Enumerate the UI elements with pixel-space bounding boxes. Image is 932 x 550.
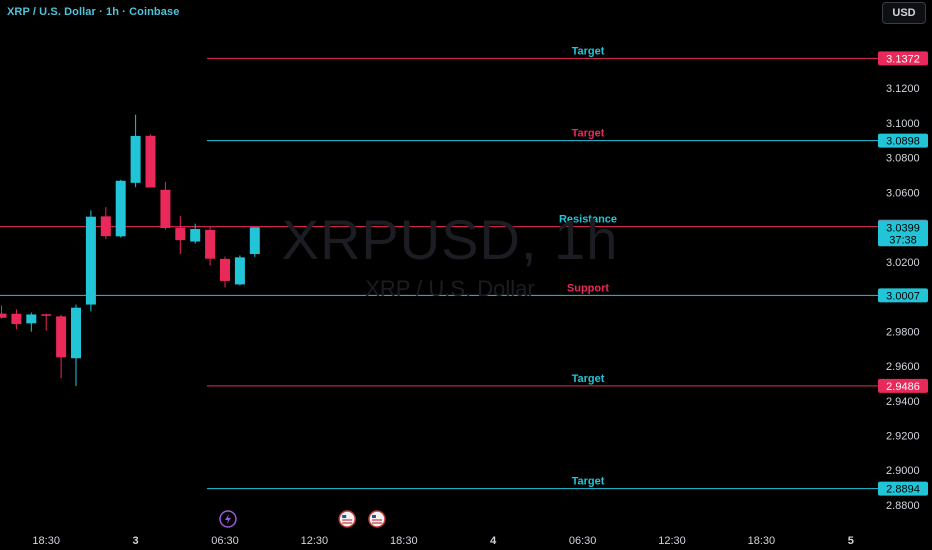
y-tick-label: 2.8800 <box>886 500 920 512</box>
price-badge <box>878 133 928 148</box>
price-badge <box>878 378 928 393</box>
x-tick-label: 18:30 <box>748 535 776 547</box>
x-tick-label: 18:30 <box>32 535 60 547</box>
candle-body[interactable] <box>234 257 245 285</box>
us-flag-icon[interactable] <box>368 510 386 528</box>
level-label: Support <box>567 282 609 294</box>
chart-title: XRP / U.S. Dollar · 1h · Coinbase <box>7 6 180 18</box>
price-badge-label: 3.0898 <box>886 136 920 148</box>
us-flag-canton-icon <box>371 515 376 518</box>
candle-body[interactable] <box>160 189 171 228</box>
y-tick-label: 3.0200 <box>886 257 920 269</box>
y-tick-label: 2.9800 <box>886 326 920 338</box>
level-label: Target <box>572 128 605 140</box>
x-tick-label: 06:30 <box>211 535 239 547</box>
candle-body[interactable] <box>11 313 22 325</box>
y-tick-label: 2.9000 <box>886 465 920 477</box>
level-label: Resistance <box>559 214 617 226</box>
candle-body[interactable] <box>85 216 96 305</box>
y-tick-label: 2.9600 <box>886 361 920 373</box>
y-tick-label: 3.1200 <box>886 83 920 95</box>
level-label: Target <box>572 45 605 57</box>
candle-body[interactable] <box>41 314 52 316</box>
candle-body[interactable] <box>249 227 260 255</box>
x-tick-label: 18:30 <box>390 535 418 547</box>
price-badge-label: 2.8894 <box>886 484 920 496</box>
candle-body[interactable] <box>190 229 201 242</box>
y-tick-label: 3.1000 <box>886 118 920 130</box>
candle-body[interactable] <box>175 227 186 241</box>
price-badge <box>878 51 928 66</box>
us-flag-icon[interactable] <box>338 510 356 528</box>
y-tick-label: 3.0600 <box>886 187 920 199</box>
price-badge-label: 3.1372 <box>886 53 920 65</box>
candle-body[interactable] <box>115 180 126 237</box>
last-price-label: 3.0399 <box>886 222 920 234</box>
us-flag-canton-icon <box>342 515 347 518</box>
candle-body[interactable] <box>100 216 111 237</box>
currency-button[interactable]: USD <box>882 2 926 24</box>
lightning-icon[interactable] <box>219 510 237 528</box>
level-label: Target <box>572 373 605 385</box>
price-badge <box>878 288 928 303</box>
bar-countdown-label: 37:38 <box>889 234 917 246</box>
x-tick-label: 4 <box>490 535 497 547</box>
candle-body[interactable] <box>56 316 67 358</box>
price-badge <box>878 481 928 496</box>
last-price-badge <box>878 220 928 247</box>
lightning-bolt-icon <box>224 514 231 524</box>
x-tick-label: 06:30 <box>569 535 597 547</box>
y-tick-label: 2.9200 <box>886 431 920 443</box>
x-tick-label: 3 <box>133 535 139 547</box>
candle-body[interactable] <box>71 307 81 359</box>
candle-body[interactable] <box>205 229 216 259</box>
price-badge-label: 2.9486 <box>886 381 920 393</box>
candle-body[interactable] <box>0 313 7 318</box>
candle-body[interactable] <box>145 135 156 188</box>
candle-body[interactable] <box>26 314 37 324</box>
candle-body[interactable] <box>220 258 230 281</box>
candle-body[interactable] <box>130 135 141 183</box>
x-tick-label: 5 <box>848 535 854 547</box>
price-badge-label: 3.0007 <box>886 290 920 302</box>
x-tick-label: 12:30 <box>658 535 686 547</box>
y-tick-label: 2.9400 <box>886 396 920 408</box>
x-tick-label: 12:30 <box>301 535 329 547</box>
y-tick-label: 3.0800 <box>886 153 920 165</box>
level-label: Target <box>572 476 605 488</box>
